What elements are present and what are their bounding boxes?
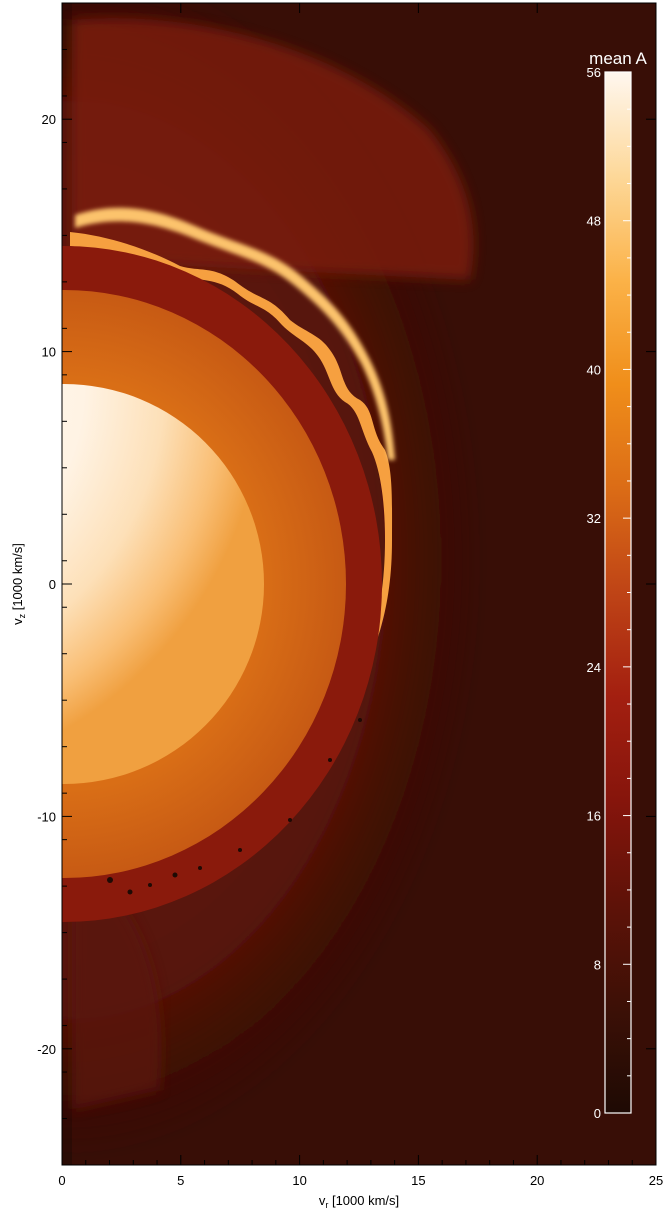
colorbar-tick-label: 16 bbox=[587, 809, 601, 824]
x-axis-label-rest: [1000 km/s] bbox=[328, 1193, 399, 1208]
colorbar-tick-label: 48 bbox=[587, 214, 601, 229]
colorbar-title: mean A bbox=[589, 49, 647, 68]
y-tick-label: 20 bbox=[42, 112, 56, 127]
x-axis-label: vr [1000 km/s] bbox=[319, 1193, 399, 1210]
x-tick-label: 25 bbox=[649, 1173, 663, 1188]
colorbar-tick-label: 8 bbox=[594, 957, 601, 972]
colorbar-tick-label: 40 bbox=[587, 362, 601, 377]
y-tick-label: 0 bbox=[49, 577, 56, 592]
clump-dots bbox=[107, 718, 362, 895]
colorbar bbox=[604, 71, 632, 1114]
upper-plume bbox=[72, 18, 474, 280]
x-tick-label: 0 bbox=[58, 1173, 65, 1188]
y-tick-label: 10 bbox=[42, 345, 56, 360]
colorbar-ticks: 0 8 16 24 32 40 48 56 bbox=[587, 65, 631, 1121]
y-axis-ticks: -20 -10 0 10 20 bbox=[37, 2, 656, 1166]
y-axis-label: vz [1000 km/s] bbox=[10, 543, 27, 625]
x-axis-label-main: v bbox=[319, 1193, 326, 1208]
x-axis-label-sub: r bbox=[325, 1200, 328, 1210]
bright-core bbox=[62, 384, 264, 784]
y-tick-label: -20 bbox=[37, 1042, 56, 1057]
y-axis-label-rest: [1000 km/s] bbox=[10, 543, 25, 614]
x-tick-label: 15 bbox=[411, 1173, 425, 1188]
x-tick-label: 20 bbox=[530, 1173, 544, 1188]
heatmap-image bbox=[62, 3, 656, 1165]
y-axis-label-sub: z bbox=[17, 613, 27, 618]
colorbar-tick-label: 24 bbox=[587, 660, 601, 675]
lower-plume bbox=[72, 860, 162, 1110]
y-tick-label: -10 bbox=[37, 809, 56, 824]
colorbar-tick-label: 32 bbox=[587, 511, 601, 526]
colorbar-tick-label: 0 bbox=[594, 1106, 601, 1121]
x-tick-label: 10 bbox=[292, 1173, 306, 1188]
y-axis-label-main: v bbox=[10, 618, 25, 625]
colorbar-tick-label: 56 bbox=[587, 65, 601, 80]
x-tick-label: 5 bbox=[177, 1173, 184, 1188]
x-axis-ticks: 0 5 10 15 20 25 bbox=[58, 3, 663, 1188]
